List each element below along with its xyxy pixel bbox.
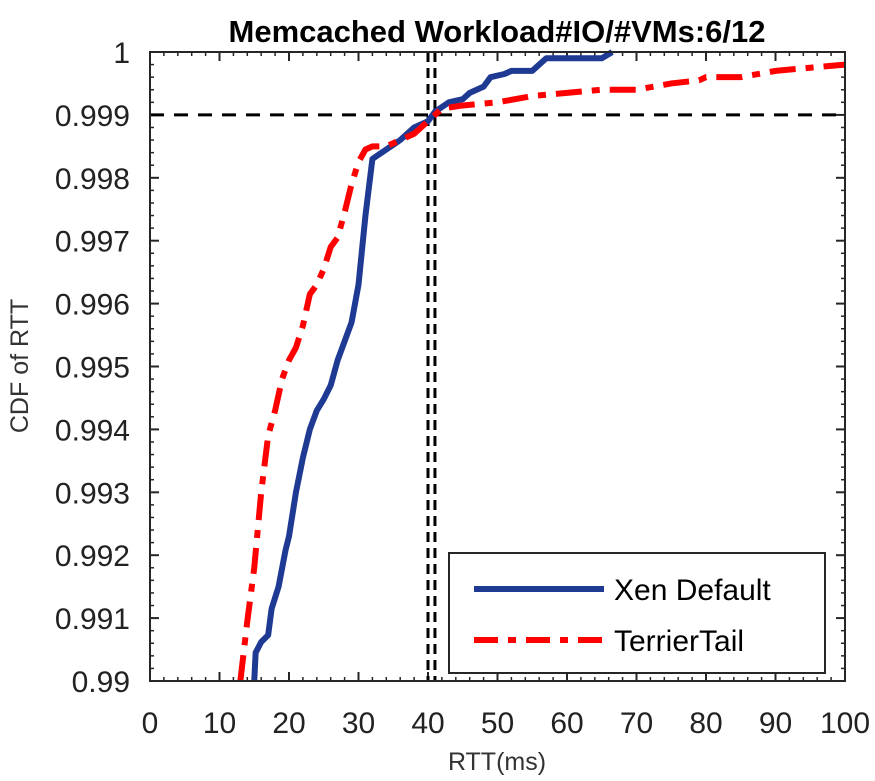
- x-tick-label: 40: [411, 707, 444, 740]
- x-tick-label: 100: [820, 707, 870, 740]
- x-tick-label: 20: [272, 707, 305, 740]
- y-axis-label: CDF of RTT: [6, 299, 34, 433]
- reference-lines: [150, 52, 845, 681]
- x-tick-label: 80: [689, 707, 722, 740]
- legend-label-terriertail: TerrierTail: [614, 625, 744, 658]
- plot-frame: [149, 51, 846, 682]
- y-tick-label: 0.999: [55, 100, 130, 133]
- x-tick-label: 50: [481, 707, 514, 740]
- x-tick-label: 30: [342, 707, 375, 740]
- y-tick-label: 0.995: [55, 352, 130, 385]
- legend: Xen Default TerrierTail: [448, 552, 826, 674]
- y-tick-label: 0.991: [55, 603, 130, 636]
- x-tick-label: 60: [550, 707, 583, 740]
- y-tick-label: 1: [113, 37, 130, 70]
- x-axis-ticks: 0 10 20 30 40 50 60 70 80 90 100: [142, 52, 870, 740]
- chart-title: Memcached Workload#IO/#VMs:6/12: [229, 14, 766, 49]
- y-tick-label: 0.997: [55, 226, 130, 259]
- series-layer: [237, 49, 846, 682]
- y-tick-label: 0.994: [55, 414, 130, 447]
- legend-box: [448, 552, 826, 674]
- y-tick-label: 0.996: [55, 289, 130, 322]
- y-tick-label: 0.998: [55, 163, 130, 196]
- x-tick-label: 70: [620, 707, 653, 740]
- x-tick-label: 90: [759, 707, 792, 740]
- y-tick-label: 0.992: [55, 540, 130, 573]
- legend-label-xen-default: Xen Default: [614, 574, 771, 607]
- series-line-xen-default: [251, 49, 614, 682]
- x-axis-label: RTT(ms): [448, 748, 546, 776]
- y-tick-label: 0.99: [72, 666, 130, 699]
- x-tick-label: 10: [203, 707, 236, 740]
- x-tick-label: 0: [142, 707, 159, 740]
- series-line-terriertail: [237, 61, 846, 682]
- y-tick-label: 0.993: [55, 477, 130, 510]
